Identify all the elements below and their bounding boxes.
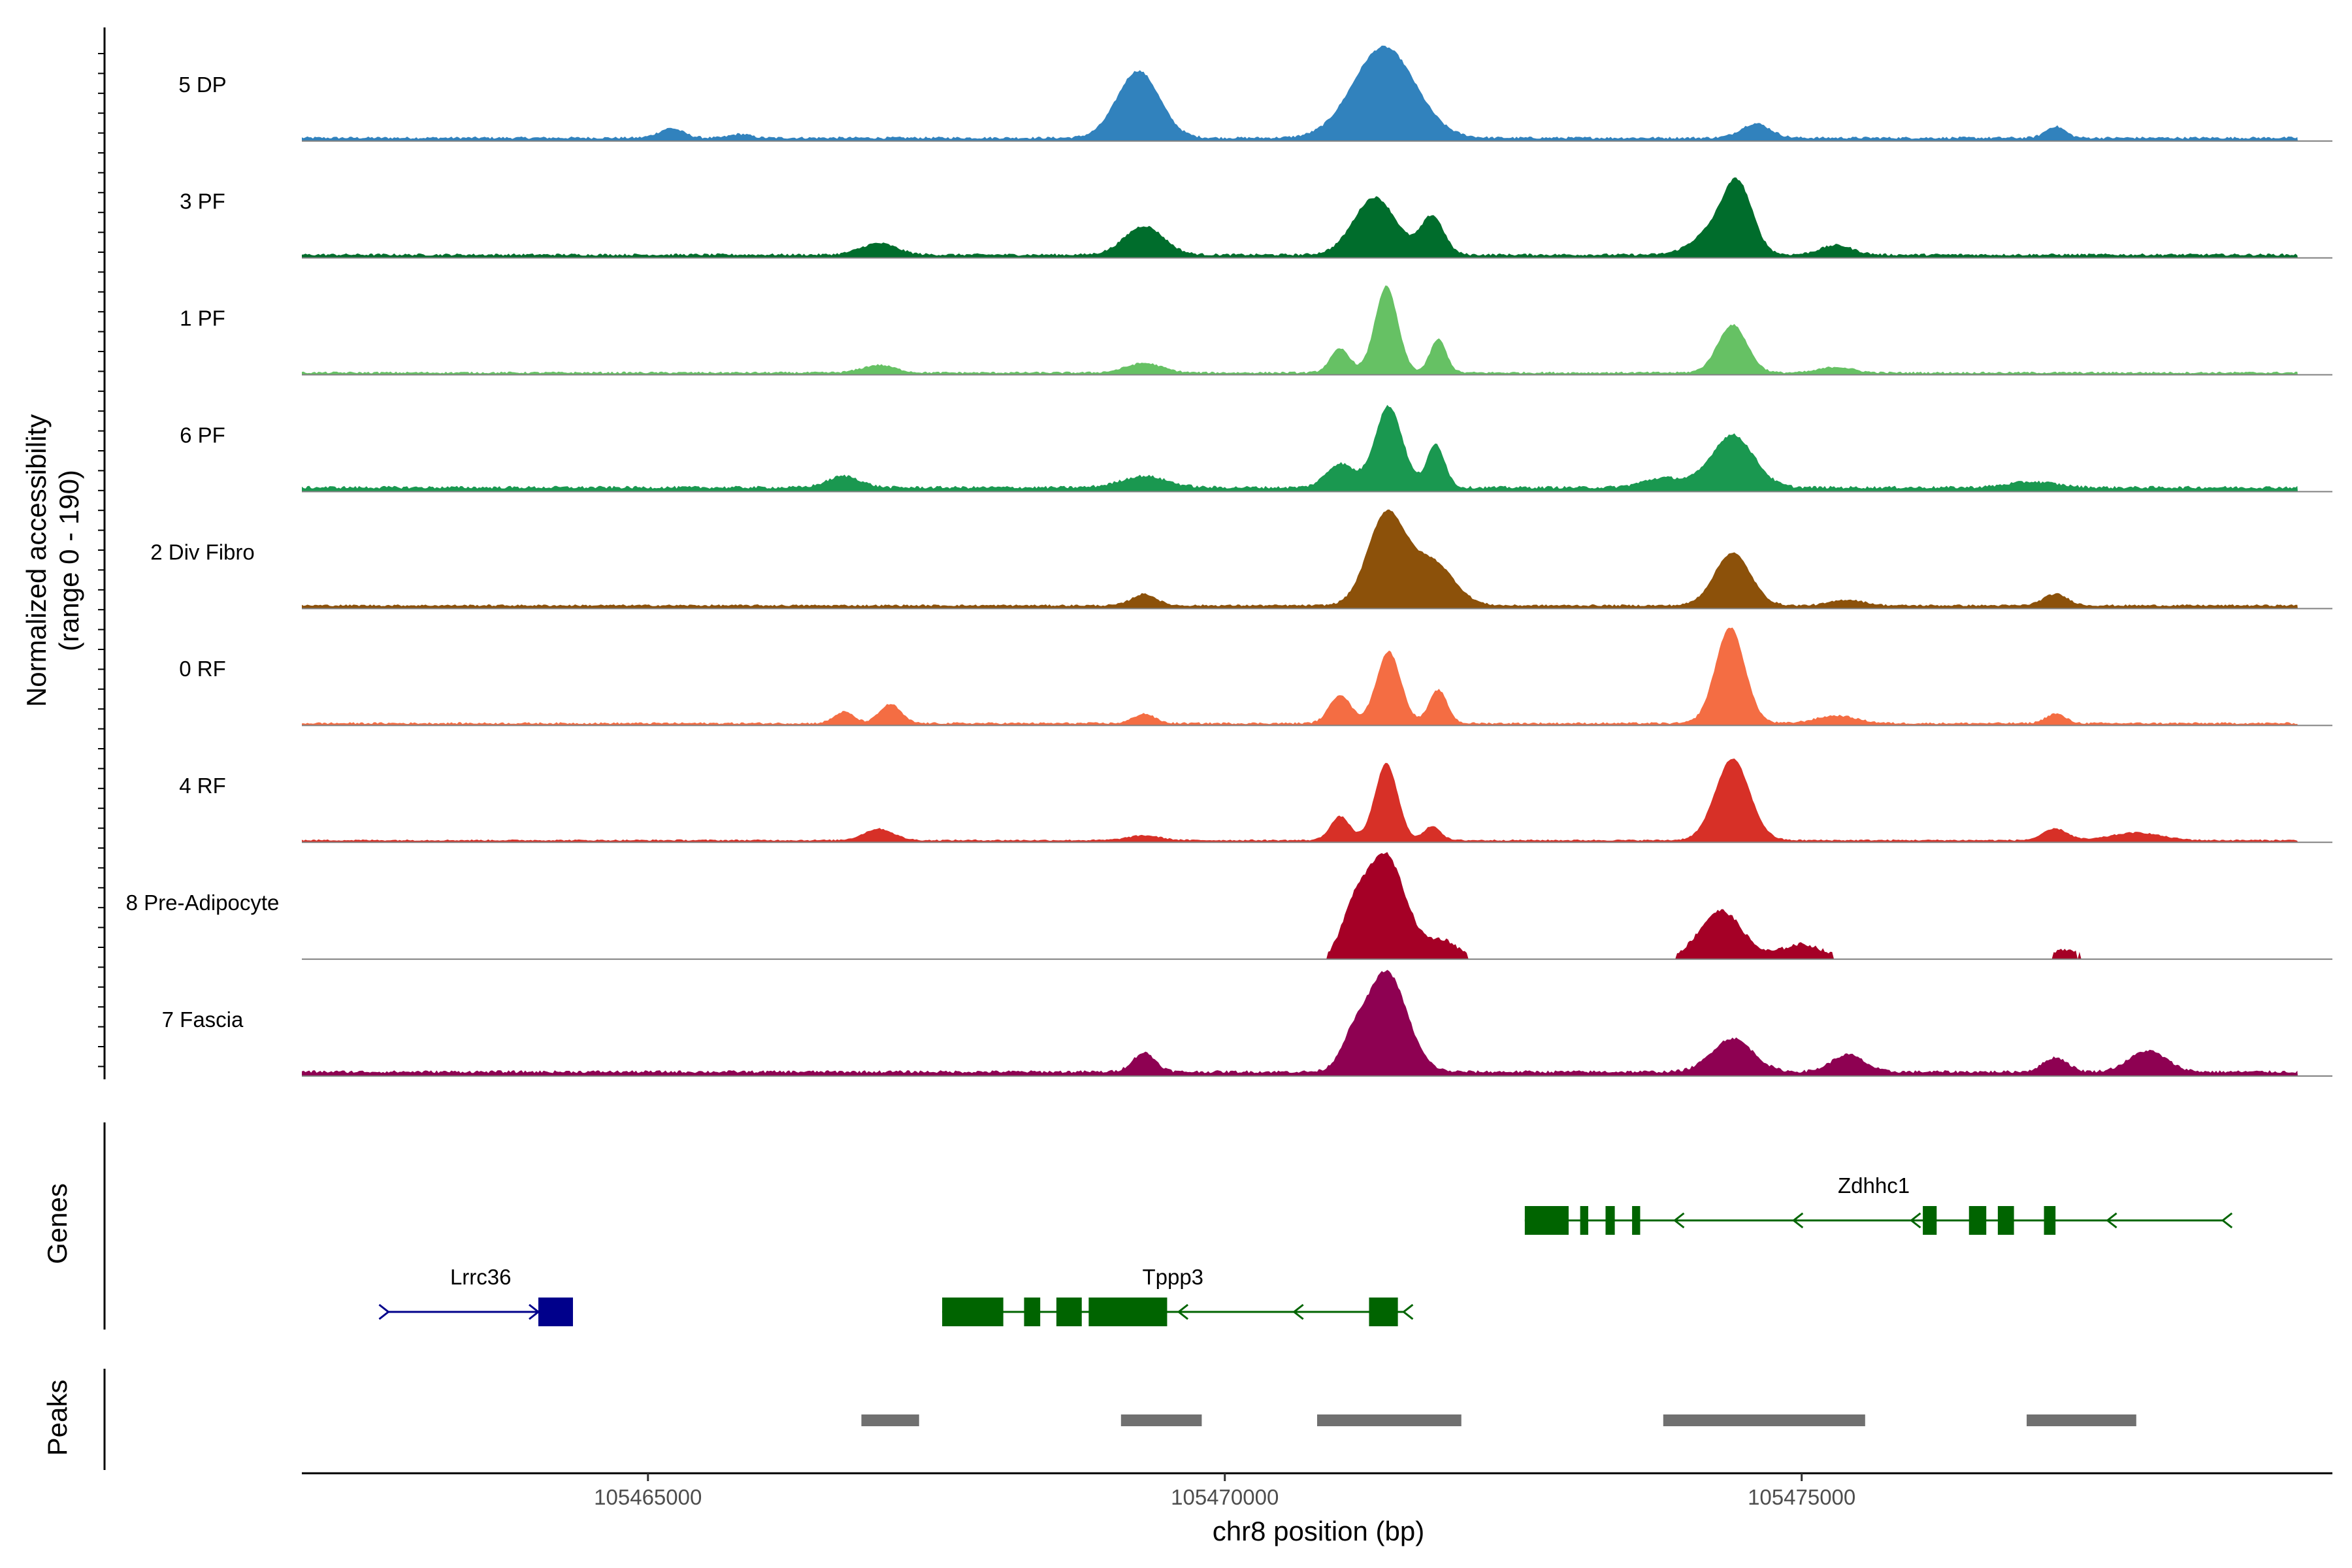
coverage-area — [302, 509, 2298, 609]
x-axis-title: chr8 position (bp) — [1213, 1516, 1425, 1546]
strand-arrow — [1177, 1303, 1189, 1320]
track-label: 1 PF — [180, 306, 225, 331]
track-label: 5 DP — [178, 73, 226, 97]
track-label: 3 PF — [180, 189, 225, 214]
peak-region — [2027, 1414, 2136, 1426]
gene-exon — [1632, 1206, 1641, 1235]
coverage-area — [302, 852, 2298, 960]
gene-exon — [1997, 1206, 2014, 1235]
track-label: 2 Div Fibro — [150, 540, 255, 564]
gene-label: Tppp3 — [1142, 1265, 1203, 1289]
coverage-area — [302, 177, 2298, 258]
strand-arrow — [1673, 1212, 1685, 1229]
coverage-track: 2 Div Fibro — [150, 509, 2332, 610]
peak-region — [861, 1414, 919, 1426]
coverage-track: 6 PF — [180, 404, 2332, 493]
strand-arrow — [378, 1303, 390, 1320]
track-label: 4 RF — [179, 774, 226, 798]
coverage-area — [302, 970, 2298, 1076]
strand-arrow — [2106, 1212, 2117, 1229]
gene-exon — [2044, 1206, 2056, 1235]
track-label: 6 PF — [180, 423, 225, 447]
x-tick-label: 105470000 — [1171, 1485, 1279, 1509]
track-label: 8 Pre-Adipocyte — [126, 890, 280, 915]
gene-exon — [1968, 1206, 1987, 1235]
coverage-area — [302, 627, 2298, 726]
peak-region — [1317, 1414, 1462, 1426]
gene-exon — [538, 1298, 573, 1326]
strand-arrow — [1292, 1303, 1304, 1320]
gene-exon — [1524, 1206, 1569, 1235]
y-axis-title: Normalized accessibility — [21, 414, 52, 707]
y-axis-subtitle: (range 0 - 190) — [54, 470, 84, 651]
x-axis: 105465000 105470000 105475000 — [302, 1472, 2332, 1509]
gene-exon — [1580, 1206, 1588, 1235]
gene-exon — [1024, 1298, 1041, 1326]
coverage-track: 4 RF — [179, 759, 2332, 843]
gene-exon — [1088, 1298, 1168, 1326]
coverage-area — [302, 45, 2298, 141]
gene-model: Tppp3 — [942, 1265, 1414, 1326]
genes-panel-title: Genes — [42, 1183, 73, 1264]
coverage-y-axis — [98, 27, 106, 1079]
track-label: 7 Fascia — [162, 1007, 244, 1032]
coverage-track: 7 Fascia — [162, 970, 2332, 1077]
track-label: 0 RF — [179, 657, 226, 681]
strand-arrow — [2221, 1212, 2233, 1229]
gene-exon — [1056, 1298, 1082, 1326]
coverage-track: 0 RF — [179, 627, 2332, 727]
strand-arrow — [529, 1303, 540, 1320]
gene-model: Lrrc36 — [378, 1265, 573, 1326]
gene-model: Zdhhc1 — [1524, 1173, 2233, 1235]
strand-arrow — [1402, 1303, 1414, 1320]
coverage-track: 1 PF — [180, 286, 2332, 376]
gene-exon — [1923, 1206, 1937, 1235]
peaks-panel-title: Peaks — [42, 1380, 73, 1456]
gene-exon — [942, 1298, 1004, 1326]
gene-label: Zdhhc1 — [1838, 1173, 1910, 1198]
peaks-panel — [103, 1369, 2136, 1470]
gene-exon — [1605, 1206, 1615, 1235]
coverage-area — [302, 404, 2298, 492]
x-tick-label: 105465000 — [594, 1485, 702, 1509]
coverage-area — [302, 759, 2298, 843]
gene-exon — [1369, 1298, 1398, 1326]
coverage-track: 5 DP — [178, 45, 2332, 142]
strand-arrow — [1791, 1212, 1804, 1229]
coverage-area — [302, 286, 2298, 375]
peak-region — [1663, 1414, 1865, 1426]
coverage-track: 3 PF — [180, 177, 2332, 259]
strand-arrow — [1910, 1212, 1921, 1229]
peak-region — [1120, 1414, 1202, 1426]
coverage-panel: 5 DP 3 PF 1 PF 6 PF 2 Div Fibro 0 RF 4 RF 8 Pre… — [126, 45, 2332, 1077]
genes-panel: Lrrc36 Tppp3 Zdhhc1 — [103, 1122, 2233, 1330]
coverage-track: 8 Pre-Adipocyte — [126, 852, 2332, 960]
x-tick-label: 105475000 — [1748, 1485, 1855, 1509]
gene-label: Lrrc36 — [450, 1265, 512, 1289]
